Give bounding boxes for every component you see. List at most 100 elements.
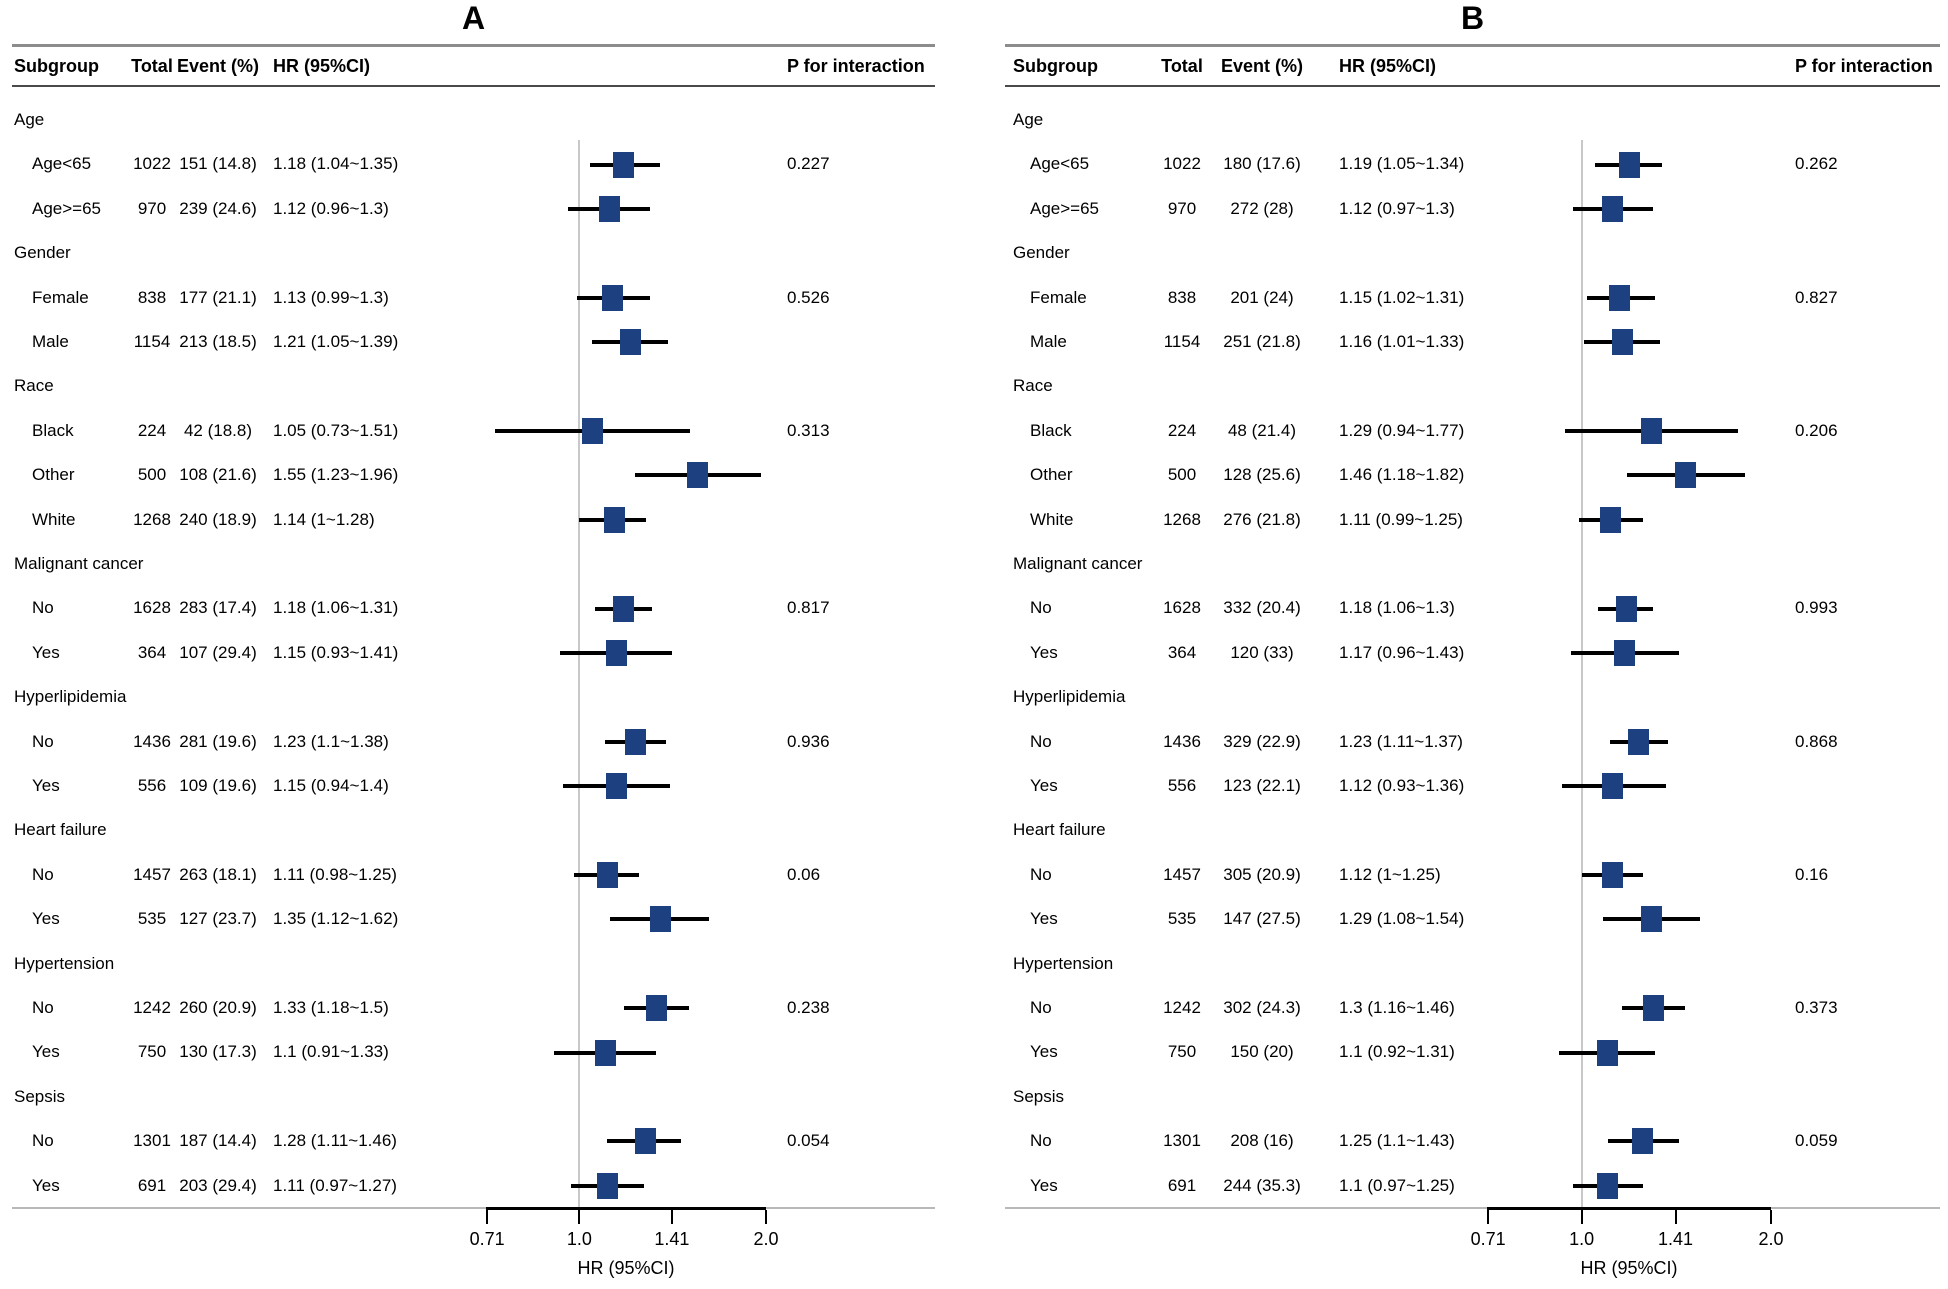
row-event: 244 (35.3) [1223,1175,1301,1195]
group-label: Age [1013,110,1044,129]
group-label: Heart failure [1013,820,1106,840]
row-subgroup-label: Black [1030,420,1072,440]
row-subgroup-label: White [32,509,76,529]
row-event: 208 (16) [1230,1131,1294,1151]
row-total: 500 [137,465,167,485]
header-hr: HR (95%CI) [1339,56,1437,76]
row-subgroup-label: No [32,731,54,751]
hr-point-marker [1602,773,1624,800]
table-top-rule [1005,44,1940,47]
hr-point-marker [601,284,623,311]
x-axis-tick [1580,1210,1583,1224]
row-event: 177 (21.1) [179,287,257,307]
row-subgroup-label: Male [32,332,69,351]
row-event: 150 (20) [1230,1042,1294,1062]
row-event: 147 (27.5) [1223,909,1301,929]
hr-point-marker [686,462,708,489]
row-event: 239 (24.6) [179,198,257,218]
group-label: Malignant cancer [1013,554,1143,573]
hr-point-marker [581,418,603,444]
row-hr-ci: 1.05 (0.73~1.51) [273,420,399,440]
row-hr-ci: 1.35 (1.12~1.62) [273,909,399,929]
row-total: 1457 [133,864,171,884]
x-axis-tick-label: 1.0 [1569,1229,1595,1249]
row-total: 364 [137,642,167,662]
row-event: 130 (17.3) [179,1042,257,1062]
x-axis-tick-label: 0.71 [1470,1229,1506,1249]
row-total: 224 [1167,420,1197,440]
row-hr-ci: 1.18 (1.06~1.31) [273,598,399,618]
row-event: 120 (33) [1230,642,1294,662]
row-p-value: 0.868 [1795,731,1838,751]
row-subgroup-label: Male [1030,332,1067,351]
hr-point-marker [1674,462,1696,489]
reference-line [578,140,581,1207]
row-hr-ci: 1.23 (1.11~1.37) [1339,731,1463,751]
row-p-value: 0.206 [1795,420,1838,440]
row-total: 500 [1167,465,1197,485]
row-subgroup-label: Yes [32,1175,60,1195]
row-subgroup-label: Female [32,287,89,307]
row-event: 260 (20.9) [179,998,257,1017]
row-hr-ci: 1.15 (0.93~1.41) [273,642,399,662]
hr-point-marker [1627,728,1649,755]
row-subgroup-label: No [1030,1131,1052,1151]
row-total: 1628 [133,598,171,618]
row-total: 1022 [133,154,171,174]
row-subgroup-label: Other [1030,465,1073,485]
header-subgroup: Subgroup [14,56,99,76]
x-axis-tick-label: 0.71 [469,1229,505,1249]
row-hr-ci: 1.17 (0.96~1.43) [1339,642,1465,662]
x-axis-tick [670,1210,673,1224]
row-subgroup-label: No [1030,864,1052,884]
header-total: Total [1161,56,1203,76]
group-label: Race [14,376,54,396]
row-total: 838 [1167,287,1197,307]
panel-a-title: A [461,0,486,36]
row-subgroup-label: No [32,998,54,1017]
group-label: Hyperlipidemia [14,687,127,707]
row-subgroup-label: Yes [32,642,60,662]
row-p-value: 0.373 [1795,998,1838,1017]
x-axis-title: HR (95%CI) [577,1258,675,1278]
hr-point-marker [613,595,635,622]
row-p-value: 0.059 [1795,1131,1838,1151]
hr-point-marker [1616,595,1638,622]
hr-point-marker [620,329,642,356]
row-subgroup-label: No [32,864,54,884]
hr-point-marker [1602,196,1624,222]
row-hr-ci: 1.11 (0.98~1.25) [273,864,397,884]
row-hr-ci: 1.28 (1.11~1.46) [273,1131,397,1151]
row-hr-ci: 1.21 (1.05~1.39) [273,332,399,351]
group-label: Hypertension [1013,953,1114,973]
table-bottom-rule [1005,1207,1940,1209]
header-hr: HR (95%CI) [273,56,371,76]
row-total: 556 [1167,776,1197,795]
row-p-value: 0.827 [1795,287,1838,307]
x-axis-line [486,1207,766,1210]
hr-point-marker [606,773,628,800]
row-p-value: 0.313 [787,420,830,440]
row-event: 251 (21.8) [1223,332,1301,351]
group-label: Sepsis [1013,1086,1065,1106]
group-label: Sepsis [14,1086,66,1106]
header-subgroup: Subgroup [1013,56,1098,76]
row-subgroup-label: No [1030,731,1052,751]
row-total: 1436 [133,731,171,751]
row-total: 970 [137,198,167,218]
row-hr-ci: 1.15 (1.02~1.31) [1339,287,1465,307]
row-event: 305 (20.9) [1223,864,1301,884]
row-total: 1022 [1163,154,1201,174]
x-axis-tick-label: 2.0 [1758,1229,1784,1249]
row-p-value: 0.06 [787,864,821,884]
row-event: 128 (25.6) [1223,465,1301,485]
row-hr-ci: 1.18 (1.06~1.3) [1339,598,1455,618]
row-subgroup-label: Other [32,465,75,485]
header-total: Total [131,56,173,76]
row-p-value: 0.227 [787,154,830,174]
row-hr-ci: 1.11 (0.99~1.25) [1339,509,1463,529]
row-hr-ci: 1.33 (1.18~1.5) [273,998,389,1017]
row-event: 127 (23.7) [179,909,257,929]
row-hr-ci: 1.16 (1.01~1.33) [1339,332,1465,351]
